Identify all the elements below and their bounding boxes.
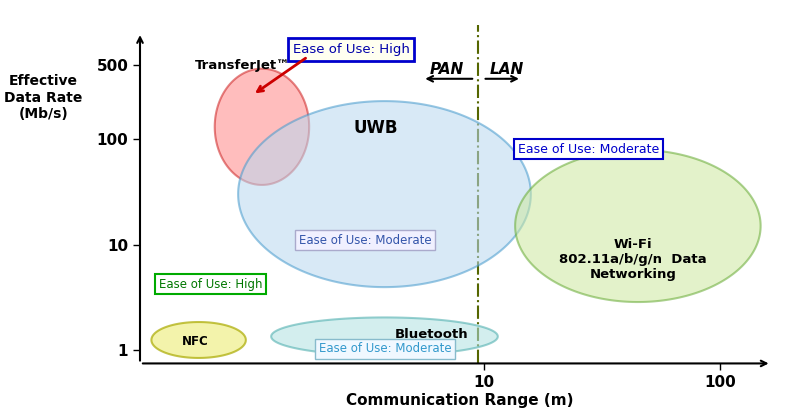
Polygon shape	[515, 150, 761, 302]
Text: TransferJet™: TransferJet™	[195, 59, 290, 72]
Text: Ease of Use: High: Ease of Use: High	[158, 278, 262, 291]
Text: Ease of Use: High: Ease of Use: High	[293, 43, 410, 56]
Text: Effective
Data Rate
(Mb/s): Effective Data Rate (Mb/s)	[4, 74, 82, 121]
Text: Ease of Use: Moderate: Ease of Use: Moderate	[318, 342, 451, 355]
Text: UWB: UWB	[354, 119, 398, 137]
Text: Bluetooth: Bluetooth	[394, 328, 468, 341]
Polygon shape	[238, 101, 531, 287]
Polygon shape	[271, 318, 498, 356]
Text: Wi-Fi
802.11a/b/g/n  Data
Networking: Wi-Fi 802.11a/b/g/n Data Networking	[559, 238, 707, 281]
Polygon shape	[214, 69, 309, 185]
Text: Ease of Use: Moderate: Ease of Use: Moderate	[518, 142, 659, 156]
Polygon shape	[151, 322, 246, 358]
X-axis label: Communication Range (m): Communication Range (m)	[346, 393, 574, 408]
Text: Ease of Use: Moderate: Ease of Use: Moderate	[299, 234, 431, 247]
Text: PAN: PAN	[430, 62, 464, 77]
Text: LAN: LAN	[490, 62, 524, 77]
Text: NFC: NFC	[182, 335, 209, 348]
